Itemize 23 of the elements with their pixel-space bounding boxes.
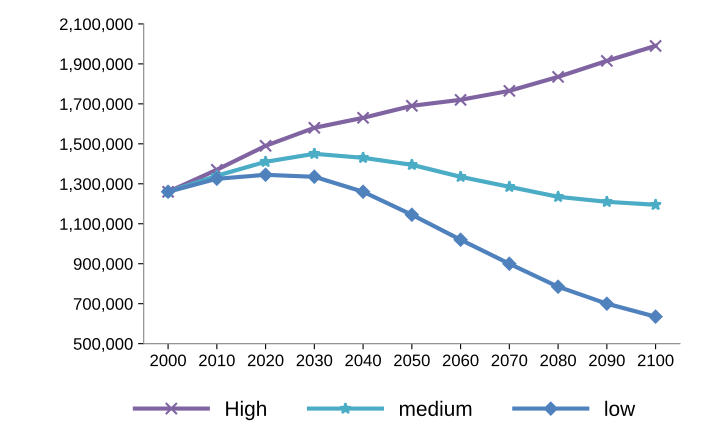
y-tick-label: 1,300,000	[60, 178, 133, 192]
x-tick-label: 2100	[638, 354, 674, 366]
x-tick-label: 2070	[492, 354, 528, 366]
x-tick-label: 2000	[150, 354, 186, 366]
legend-label: medium	[400, 400, 472, 416]
x-tick-label: 2060	[442, 354, 478, 366]
y-tick-label: 2,100,000	[60, 18, 133, 32]
x-tick-label: 2090	[589, 354, 625, 366]
y-tick-label: 500,000	[74, 338, 133, 352]
y-tick-label: 1,900,000	[60, 58, 133, 72]
y-tick-label: 1,700,000	[60, 98, 133, 112]
x-tick-label: 2020	[248, 354, 284, 366]
x-tick-label: 2010	[199, 354, 235, 366]
x-tick-label: 2080	[540, 354, 576, 366]
y-tick-label: 1,100,000	[60, 218, 133, 232]
x-tick-label: 2040	[345, 354, 381, 366]
y-tick-label: 900,000	[74, 258, 133, 272]
x-tick-label: 2030	[296, 354, 332, 366]
y-tick-label: 700,000	[74, 298, 133, 312]
legend-label: High	[226, 400, 266, 420]
y-tick-label: 1,500,000	[60, 138, 133, 152]
x-tick-label: 2050	[394, 354, 430, 366]
legend-label: low	[605, 400, 636, 416]
